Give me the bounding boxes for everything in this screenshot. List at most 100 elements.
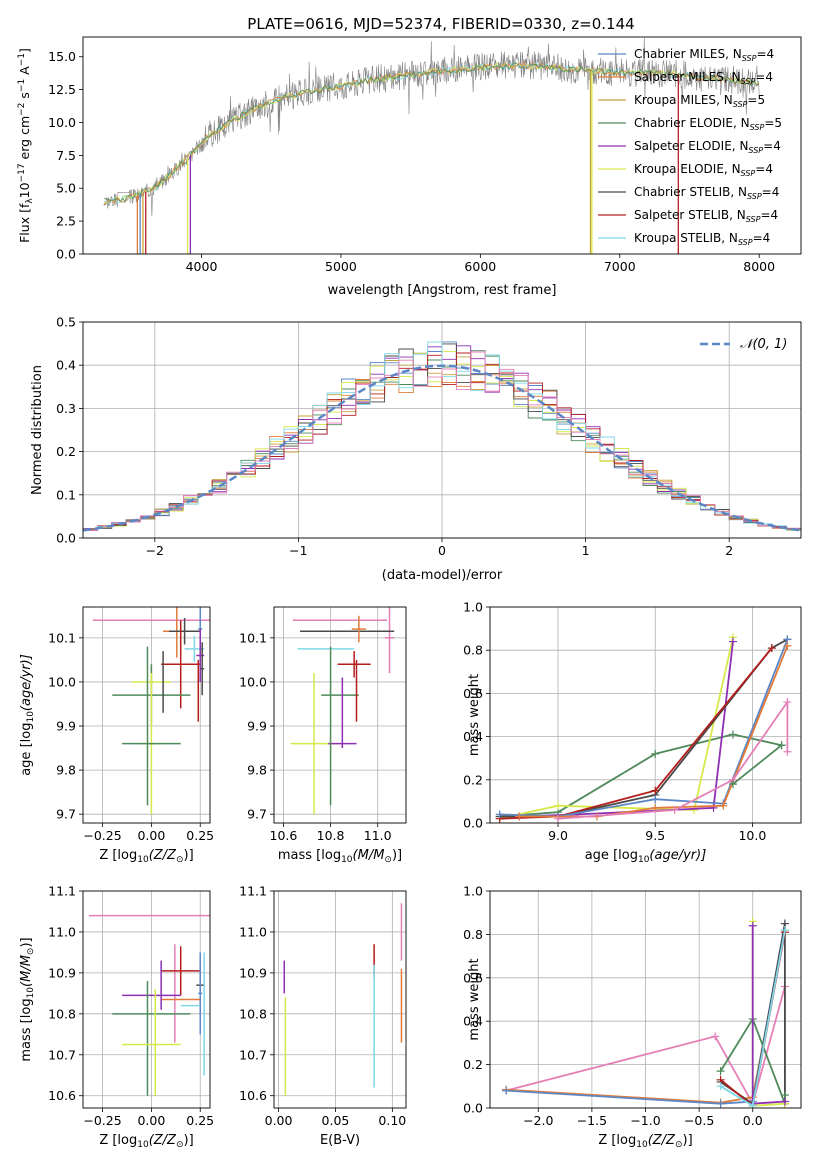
plot-area bbox=[490, 607, 801, 823]
legend-entry: Chabrier ELODIE, NSSP=5 bbox=[634, 116, 782, 132]
x-label-rest: (Z/Z bbox=[648, 1133, 676, 1148]
x-label-sub: 10 bbox=[137, 1140, 149, 1150]
x-label-sun: ⊙ bbox=[675, 1140, 683, 1150]
y-tick-label: 9.8 bbox=[247, 763, 267, 778]
x-axis-label: mass [log10(M/M⊙)] bbox=[278, 848, 402, 865]
y-axis-label: Normed distribution bbox=[30, 365, 45, 495]
x-tick-label: 9.0 bbox=[548, 828, 568, 843]
marker-plus bbox=[651, 795, 660, 804]
legend-nssp-sub: SSP bbox=[742, 54, 757, 63]
marker-plus bbox=[651, 749, 660, 758]
x-tick-label: 1 bbox=[582, 543, 590, 558]
chart-residuals: −2 −1 0 1 2 0.0 0.1 0.2 0.3 0.4 0.5 (data-model)/er… bbox=[30, 315, 802, 583]
y-tick-label: 9.7 bbox=[247, 807, 267, 822]
x-tick-label: 0 bbox=[438, 543, 446, 558]
marker-plus bbox=[748, 921, 757, 930]
marker-plus bbox=[767, 644, 776, 653]
x-tick-label: −0.5 bbox=[684, 1113, 714, 1128]
figure-title: PLATE=0616, MJD=52374, FIBERID=0330, z=0… bbox=[247, 15, 634, 33]
y-tick-label: 0.0 bbox=[463, 1101, 483, 1116]
x-label-sun: ⊙ bbox=[384, 855, 392, 865]
marker-plus bbox=[651, 803, 660, 812]
error-bar-point bbox=[384, 607, 395, 674]
axes-frame bbox=[489, 606, 802, 824]
marker-plus bbox=[783, 641, 792, 650]
y-label-sub: 10 bbox=[26, 987, 36, 999]
y-tick-label: 12.5 bbox=[48, 82, 76, 97]
legend-name: Kroupa STELIB bbox=[634, 231, 721, 245]
legend-sep: , bbox=[716, 93, 724, 107]
legend-nssp-prefix: N bbox=[732, 162, 741, 176]
y-axis-label: mass weight bbox=[467, 958, 482, 1040]
legend-eq: = bbox=[753, 231, 763, 245]
legend-nssp-prefix: N bbox=[724, 93, 733, 107]
x-label-main: Z [log bbox=[598, 1133, 636, 1148]
x-label-rest: (Z/Z bbox=[149, 848, 177, 863]
legend-nssp-sub: SSP bbox=[733, 100, 748, 109]
x-label-main: Z [log bbox=[99, 848, 137, 863]
y-tick-label: 9.8 bbox=[56, 763, 76, 778]
legend-nssp-sub: SSP bbox=[746, 215, 761, 224]
x-label-sub: 10 bbox=[638, 855, 650, 865]
marker-plus bbox=[716, 1082, 725, 1091]
legend-name: Chabrier ELODIE bbox=[634, 116, 733, 130]
x-label-close: )] bbox=[184, 1133, 194, 1148]
plot-area bbox=[103, 37, 760, 254]
plot-area bbox=[490, 891, 801, 1108]
marker-plus bbox=[728, 780, 737, 789]
marker-plus bbox=[783, 747, 792, 756]
mass-weight-series bbox=[499, 647, 773, 820]
marker-plus bbox=[554, 814, 563, 823]
x-axis-label: Z [log10(Z/Z⊙)] bbox=[99, 1133, 193, 1150]
y-tick-label: 10.0 bbox=[48, 674, 76, 689]
y-axis-label: mass [log10(M/M⊙)] bbox=[19, 937, 36, 1061]
x-tick-label: −0.25 bbox=[83, 828, 121, 843]
chart-mass_weight_vs_age: 9.0 9.5 10.0 0.0 0.2 0.4 0.6 0.8 1.0 age [log10(a… bbox=[463, 600, 802, 865]
x-label-main: E(B-V) bbox=[320, 1133, 360, 1148]
axes-frame bbox=[82, 321, 802, 539]
plot-area bbox=[274, 891, 406, 1108]
x-label-main: Z [log bbox=[99, 1133, 137, 1148]
mass-weight-series bbox=[499, 733, 782, 818]
chart-mass_vs_Z: −0.25 0.00 0.25 10.6 10.7 10.8 10.9 11.0 11.1 Z [… bbox=[19, 884, 214, 1151]
mass-weight-series bbox=[519, 641, 734, 818]
y-tick-label: 9.9 bbox=[56, 719, 76, 734]
marker-plus bbox=[716, 1067, 725, 1076]
marker-plus bbox=[651, 786, 660, 795]
y-tick-label: 0.0 bbox=[56, 247, 76, 262]
legend-nssp-value: 4 bbox=[763, 231, 771, 245]
legend-entry: Kroupa MILES, NSSP=5 bbox=[634, 93, 765, 109]
legend-name: Salpeter MILES bbox=[634, 70, 724, 84]
y-tick-label: 11.1 bbox=[239, 884, 267, 899]
x-tick-label: 11.0 bbox=[364, 828, 392, 843]
legend-nssp-sub: SSP bbox=[750, 123, 765, 132]
y-tick-label: 11.1 bbox=[48, 884, 76, 899]
legend-sep: , bbox=[721, 231, 729, 245]
marker-plus bbox=[780, 926, 789, 935]
x-axis-label: wavelength [Angstrom, rest frame] bbox=[328, 283, 557, 298]
x-tick-label: −0.25 bbox=[83, 1113, 121, 1128]
y-label-part: λ bbox=[25, 198, 35, 204]
mass-weight-series bbox=[499, 637, 734, 820]
x-tick-label: 7000 bbox=[604, 259, 636, 274]
plot-area bbox=[83, 322, 801, 538]
y-tick-label: 0.3 bbox=[56, 401, 76, 416]
error-bar-point bbox=[337, 651, 371, 678]
y-tick-label: 0.4 bbox=[463, 729, 483, 744]
legend-name: Kroupa MILES bbox=[634, 93, 716, 107]
legend-nssp-value: 5 bbox=[757, 93, 765, 107]
legend-nssp-value: 4 bbox=[765, 162, 773, 176]
y-tick-label: 10.8 bbox=[48, 1006, 76, 1021]
y-tick-label: 5.0 bbox=[56, 181, 76, 196]
legend-sep: , bbox=[730, 185, 738, 199]
y-tick-label: 15.0 bbox=[48, 49, 76, 64]
legend-nssp-prefix: N bbox=[739, 139, 748, 153]
error-bar-point bbox=[351, 615, 366, 643]
plot-layer: 4000 5000 6000 7000 80000.02.55.07.510.012.5… bbox=[17, 36, 802, 1151]
y-label-part: −1 bbox=[17, 53, 27, 66]
y-tick-label: 1.0 bbox=[463, 884, 483, 899]
x-tick-label: 5000 bbox=[325, 259, 357, 274]
y-tick-label: 0.0 bbox=[56, 531, 76, 546]
x-axis-label: age [log10(age/yr)] bbox=[585, 848, 707, 865]
